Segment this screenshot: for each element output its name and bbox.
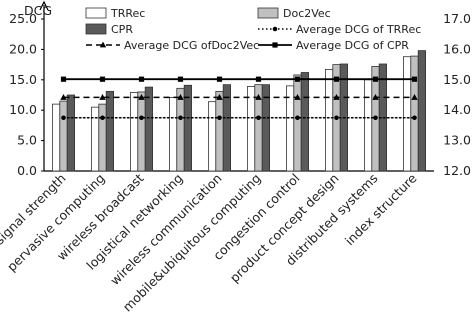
bar-trrec <box>168 97 178 172</box>
legend-doc2vec-label: Doc2Vec <box>283 7 331 20</box>
point-average-dcg-ofdoc2vec <box>177 94 184 100</box>
legend-doc2vec-swatch <box>257 7 279 19</box>
point-average-dcg-of-trrec <box>61 115 66 121</box>
point-average-dcg-of-trrec <box>100 115 105 121</box>
point-average-dcg-of-trrec <box>256 115 261 121</box>
point-average-dcg-ofdoc2vec <box>99 94 106 100</box>
point-average-dcg-of-cpr <box>255 76 262 82</box>
bar-doc2vec <box>215 90 224 172</box>
point-average-dcg-ofdoc2vec <box>333 94 340 100</box>
bar-cpr <box>300 72 310 172</box>
y-axis-arrow <box>39 0 49 11</box>
legend-average-dcg-of-cpr-marker <box>272 42 278 48</box>
y-tick-label: 10.0 <box>9 102 37 117</box>
point-average-dcg-of-trrec <box>139 115 144 121</box>
bar-trrec <box>402 56 412 172</box>
point-average-dcg-ofdoc2vec <box>411 94 418 100</box>
legend: TRRec Doc2Vec CPR Average DCG of TRRec Avera… <box>85 7 421 52</box>
bar-cpr <box>183 84 192 172</box>
point-average-dcg-of-trrec <box>334 115 339 121</box>
point-average-dcg-ofdoc2vec <box>216 94 223 100</box>
legend-average-dcg-ofdoc2vec-label: Average DCG ofDoc2Vec <box>124 39 259 52</box>
point-average-dcg-of-cpr <box>372 76 379 82</box>
point-average-dcg-of-cpr <box>411 76 418 82</box>
point-average-dcg-of-trrec <box>217 115 222 121</box>
point-average-dcg-of-cpr <box>294 76 301 82</box>
average-lines-group <box>60 76 418 121</box>
legend-average-dcg-of-trrec-label: Average DCG of TRRec <box>296 23 421 36</box>
y2-tick-label: 17.0 <box>443 11 471 26</box>
legend-average-dcg-ofdoc2vec-marker <box>99 41 107 48</box>
bar-trrec <box>324 69 334 172</box>
bar-cpr <box>222 84 231 172</box>
bar-cpr <box>144 86 153 172</box>
bar-trrec <box>91 106 100 172</box>
point-average-dcg-of-trrec <box>373 115 378 121</box>
y-tick-label: 25.0 <box>9 11 37 26</box>
y-tick-label: 20.0 <box>9 41 37 56</box>
bar-cpr <box>417 50 427 172</box>
bar-trrec <box>246 86 256 172</box>
bar-cpr <box>261 84 271 172</box>
bar-doc2vec <box>410 55 419 172</box>
point-average-dcg-of-trrec <box>412 115 417 121</box>
point-average-dcg-of-trrec <box>178 115 183 121</box>
y2-tick-label: 16.0 <box>443 41 471 56</box>
bar-cpr <box>66 94 75 172</box>
point-average-dcg-of-cpr <box>99 76 106 82</box>
y2-tick-label: 15.0 <box>443 72 471 87</box>
point-average-dcg-ofdoc2vec <box>294 94 301 100</box>
legend-average-dcg-of-trrec-marker <box>272 26 278 32</box>
point-average-dcg-of-cpr <box>333 76 340 82</box>
point-average-dcg-ofdoc2vec <box>138 94 145 100</box>
legend-average-dcg-of-cpr-label: Average DCG of CPR <box>296 39 409 52</box>
y-tick-label: 5.0 <box>17 133 37 148</box>
point-average-dcg-of-cpr <box>177 76 184 82</box>
bar-trrec <box>285 85 295 172</box>
bar-trrec <box>363 79 373 172</box>
bar-trrec <box>207 101 217 172</box>
y2-tick-label: 14.0 <box>443 102 471 117</box>
y-tick-label: 0.0 <box>17 163 37 178</box>
point-average-dcg-ofdoc2vec <box>255 94 262 100</box>
y-axis-title: DCG <box>24 3 52 18</box>
point-average-dcg-ofdoc2vec <box>60 94 67 100</box>
bar-doc2vec <box>98 103 107 172</box>
bar-doc2vec <box>293 74 302 172</box>
point-average-dcg-of-cpr <box>60 76 67 82</box>
legend-trrec-label: TRRec <box>110 7 145 20</box>
legend-cpr-swatch <box>85 23 107 35</box>
y2-tick-label: 13.0 <box>443 133 471 148</box>
bar-doc2vec <box>59 100 68 172</box>
bar-cpr <box>105 90 114 172</box>
point-average-dcg-ofdoc2vec <box>372 94 379 100</box>
y-tick-label: 15.0 <box>9 72 37 87</box>
bar-trrec <box>52 103 61 172</box>
point-average-dcg-of-cpr <box>216 76 223 82</box>
y2-tick-label: 12.0 <box>443 163 471 178</box>
point-average-dcg-of-trrec <box>295 115 300 121</box>
point-average-dcg-of-cpr <box>138 76 145 82</box>
legend-trrec-swatch <box>85 7 107 19</box>
bar-doc2vec <box>176 87 185 172</box>
bar-doc2vec <box>137 91 146 172</box>
legend-cpr-label: CPR <box>111 23 133 36</box>
bar-trrec <box>129 92 139 172</box>
